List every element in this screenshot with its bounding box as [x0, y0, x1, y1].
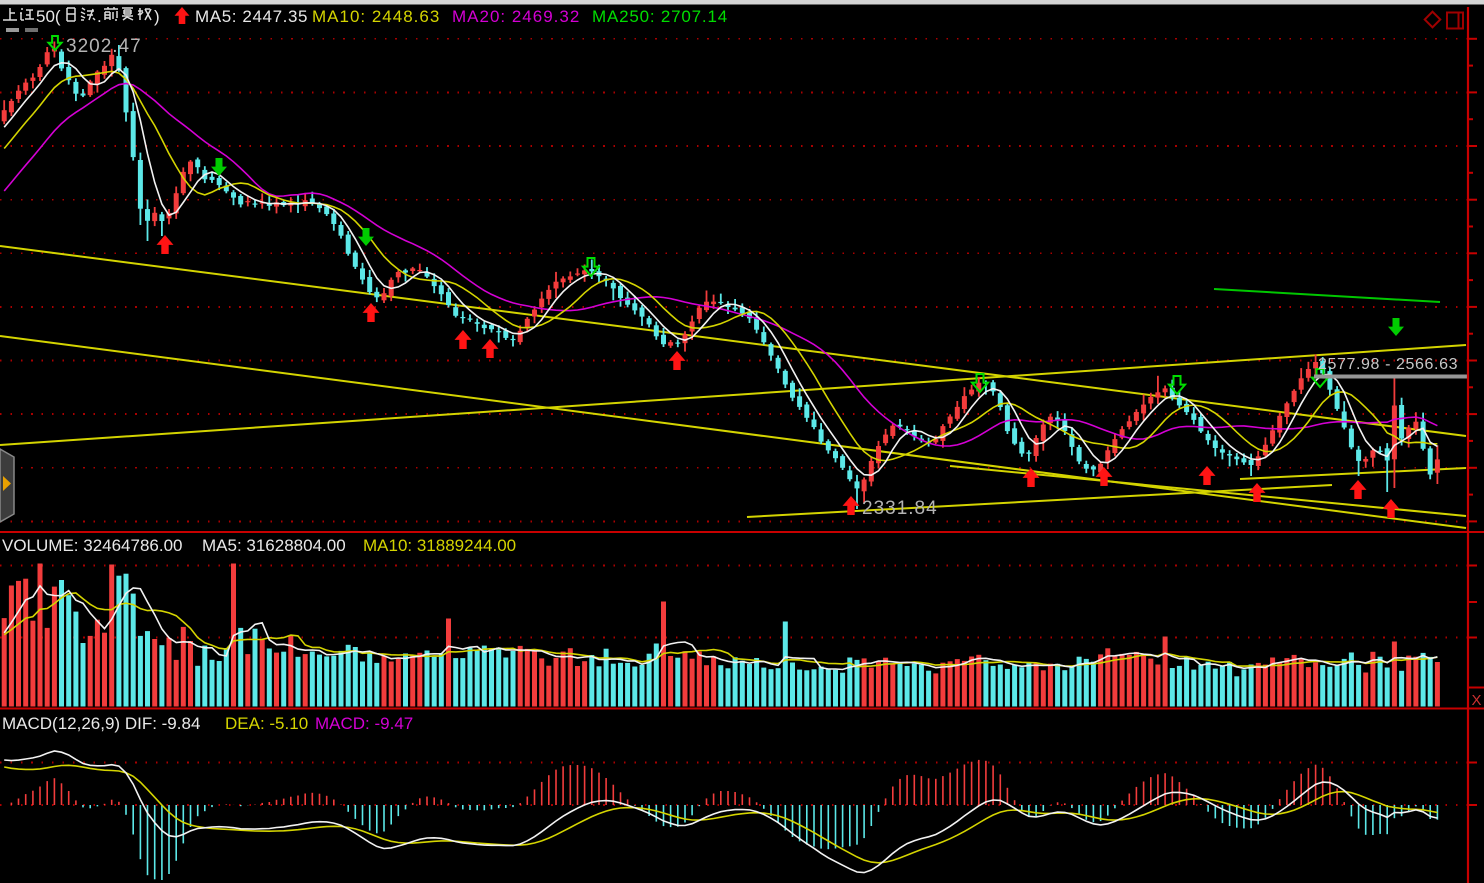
svg-text:MACD(12,26,9) DIF: -9.84: MACD(12,26,9) DIF: -9.84: [2, 714, 200, 733]
svg-text:): ): [154, 7, 160, 26]
svg-text:VOLUME: 32464786.00: VOLUME: 32464786.00: [2, 536, 183, 555]
svg-text:50(: 50(: [36, 7, 61, 26]
svg-text:MA10: 31889244.00: MA10: 31889244.00: [363, 536, 516, 555]
svg-text:MA5: 2447.35: MA5: 2447.35: [195, 7, 308, 26]
svg-text:3202.47: 3202.47: [66, 36, 142, 57]
svg-text:MACD: -9.47: MACD: -9.47: [315, 714, 413, 733]
svg-text:DEA: -5.10: DEA: -5.10: [225, 714, 308, 733]
svg-text:2331.84: 2331.84: [862, 498, 938, 519]
svg-text:MA10: 2448.63: MA10: 2448.63: [312, 7, 440, 26]
svg-text:MA250: 2707.14: MA250: 2707.14: [592, 7, 728, 26]
svg-text:MA5: 31628804.00: MA5: 31628804.00: [202, 536, 346, 555]
svg-text:2577.98 - 2566.63: 2577.98 - 2566.63: [1318, 356, 1458, 373]
svg-text:X: X: [1472, 692, 1482, 709]
svg-text:MA20: 2469.32: MA20: 2469.32: [452, 7, 580, 26]
svg-text:.: .: [97, 7, 102, 26]
